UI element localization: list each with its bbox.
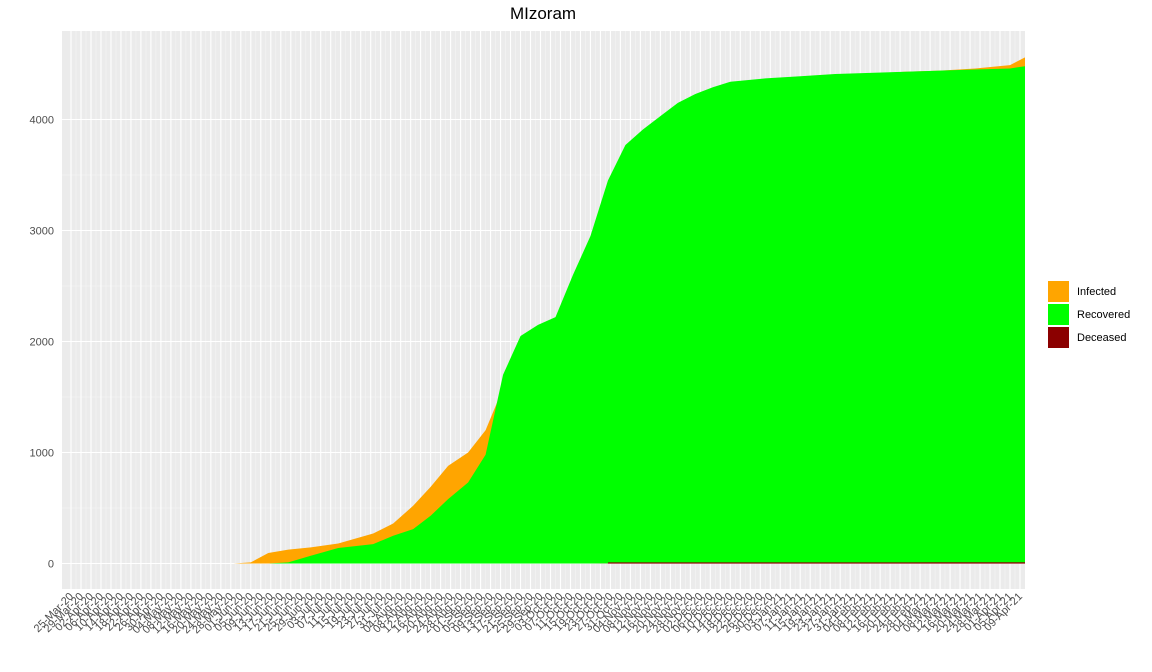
y-tick-label: 1000 bbox=[30, 448, 54, 460]
legend-label: Deceased bbox=[1077, 331, 1127, 344]
legend-swatch bbox=[1048, 304, 1069, 325]
legend-swatch bbox=[1048, 327, 1069, 348]
series-areas bbox=[71, 57, 1025, 564]
y-tick-label: 3000 bbox=[30, 226, 54, 238]
legend-label: Recovered bbox=[1077, 308, 1131, 321]
legend-label: Infected bbox=[1077, 285, 1117, 298]
legend: Infected Recovered Deceased bbox=[1048, 280, 1130, 349]
y-axis: 0 1000 2000 3000 4000 bbox=[30, 115, 54, 571]
y-tick-label: 0 bbox=[48, 559, 54, 571]
legend-swatch bbox=[1048, 281, 1069, 302]
legend-item-deceased: Deceased bbox=[1048, 326, 1130, 349]
x-axis: 25-Mar-2029-Mar-2002-Apr-2006-Apr-2010-A… bbox=[32, 591, 1025, 637]
area-recovered bbox=[71, 66, 1025, 564]
chart-title: MIzoram bbox=[509, 4, 577, 23]
legend-item-infected: Infected bbox=[1048, 280, 1130, 303]
y-tick-label: 2000 bbox=[30, 337, 54, 349]
legend-item-recovered: Recovered bbox=[1048, 303, 1130, 326]
y-tick-label: 4000 bbox=[30, 115, 54, 127]
